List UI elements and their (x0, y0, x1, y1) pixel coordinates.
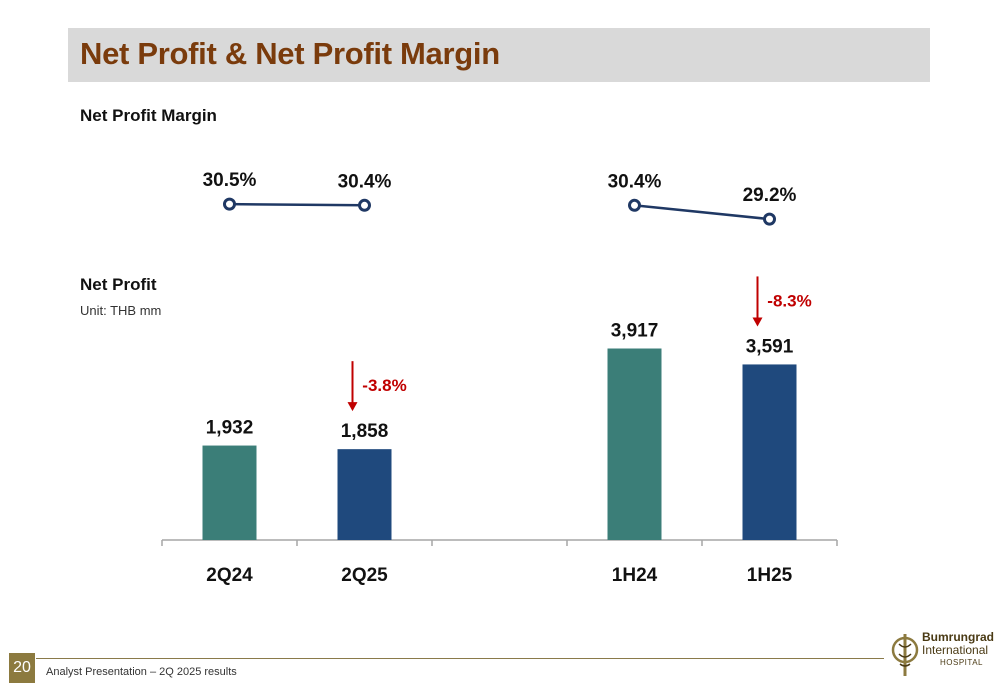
profit-section-label: Net Profit (80, 275, 157, 294)
footer-text: Analyst Presentation – 2Q 2025 results (46, 666, 237, 678)
bumrungrad-logo: Bumrungrad International HOSPITAL (890, 628, 994, 680)
x-tick-label-2q24: 2Q24 (206, 565, 253, 586)
margin-label-1h25: 29.2% (743, 185, 797, 206)
page-number: 20 (9, 653, 35, 683)
margin-line-1 (634, 204, 770, 221)
change-arrowhead-2q25 (347, 402, 358, 412)
logo-line2: International (922, 643, 989, 657)
margin-label-2q24: 30.5% (203, 170, 257, 191)
margin-point-1h24 (628, 198, 641, 212)
logo-line1: Bumrungrad (922, 630, 994, 644)
x-tick-label-1h24: 1H24 (612, 565, 658, 586)
margin-point-1h25 (763, 212, 776, 226)
bar-label-2q25: 1,858 (341, 421, 389, 442)
bar-1h25 (742, 364, 797, 540)
bar-label-1h25: 3,591 (746, 336, 794, 357)
margin-section-label: Net Profit Margin (80, 106, 217, 125)
change-label-2q25: -3.8% (362, 376, 406, 395)
margin-label-2q25: 30.4% (338, 171, 392, 192)
page-title: Net Profit & Net Profit Margin (80, 36, 500, 71)
x-tick-label-1h25: 1H25 (747, 565, 793, 586)
footer-divider (36, 658, 884, 659)
margin-point-2q25 (358, 198, 371, 212)
logo-line3: HOSPITAL (940, 658, 983, 667)
title-band: Net Profit & Net Profit Margin (68, 28, 930, 82)
bar-2q24 (202, 445, 257, 540)
bar-label-2q24: 1,932 (206, 418, 254, 439)
margin-line-0 (229, 202, 365, 207)
change-arrowhead-1h25 (752, 317, 763, 327)
caduceus-icon (891, 634, 919, 676)
bar-1h24 (607, 348, 662, 540)
margin-label-1h24: 30.4% (608, 171, 662, 192)
bar-2q25 (337, 449, 392, 540)
unit-label: Unit: THB mm (80, 303, 162, 318)
margin-point-2q24 (223, 197, 236, 211)
change-label-1h25: -8.3% (767, 291, 811, 310)
bar-label-1h24: 3,917 (611, 321, 659, 342)
x-tick-label-2q25: 2Q25 (341, 565, 388, 586)
net-profit-chart: 1,932 2Q24 1,858 2Q25 3,917 1H24 3,591 1H25 -3.8… (161, 170, 838, 586)
